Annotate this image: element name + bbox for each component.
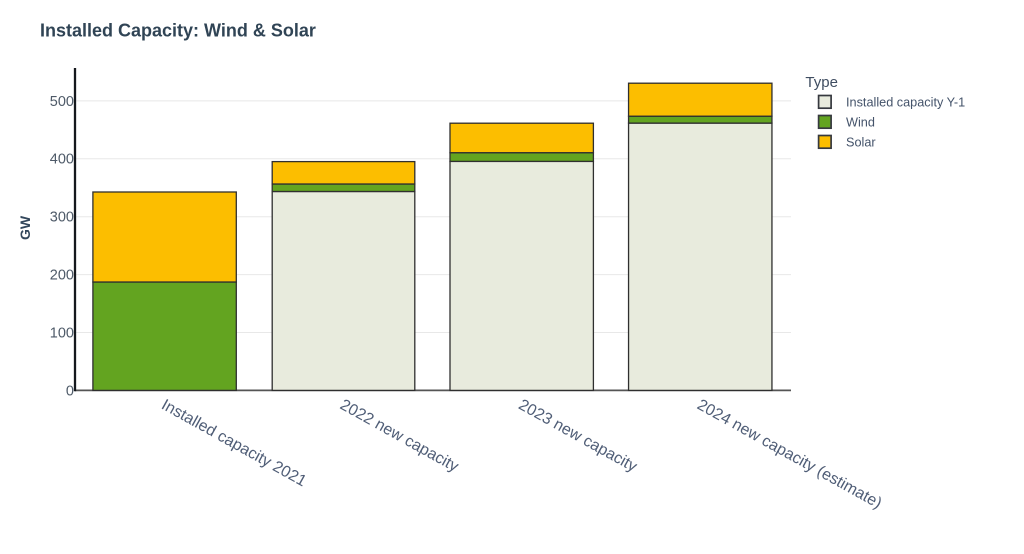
svg-text:200: 200 [50,268,74,284]
svg-text:Installed capacity Y-1: Installed capacity Y-1 [846,95,965,109]
svg-text:400: 400 [50,152,74,168]
svg-text:300: 300 [50,210,74,226]
svg-text:GW: GW [17,215,33,240]
svg-text:Installed Capacity: Wind & Sol: Installed Capacity: Wind & Solar [40,21,316,41]
svg-text:0: 0 [66,383,74,399]
svg-text:Type: Type [805,74,838,91]
svg-text:Solar: Solar [846,135,876,149]
svg-text:Wind: Wind [846,115,875,129]
svg-text:500: 500 [50,94,74,110]
svg-text:100: 100 [50,325,74,341]
